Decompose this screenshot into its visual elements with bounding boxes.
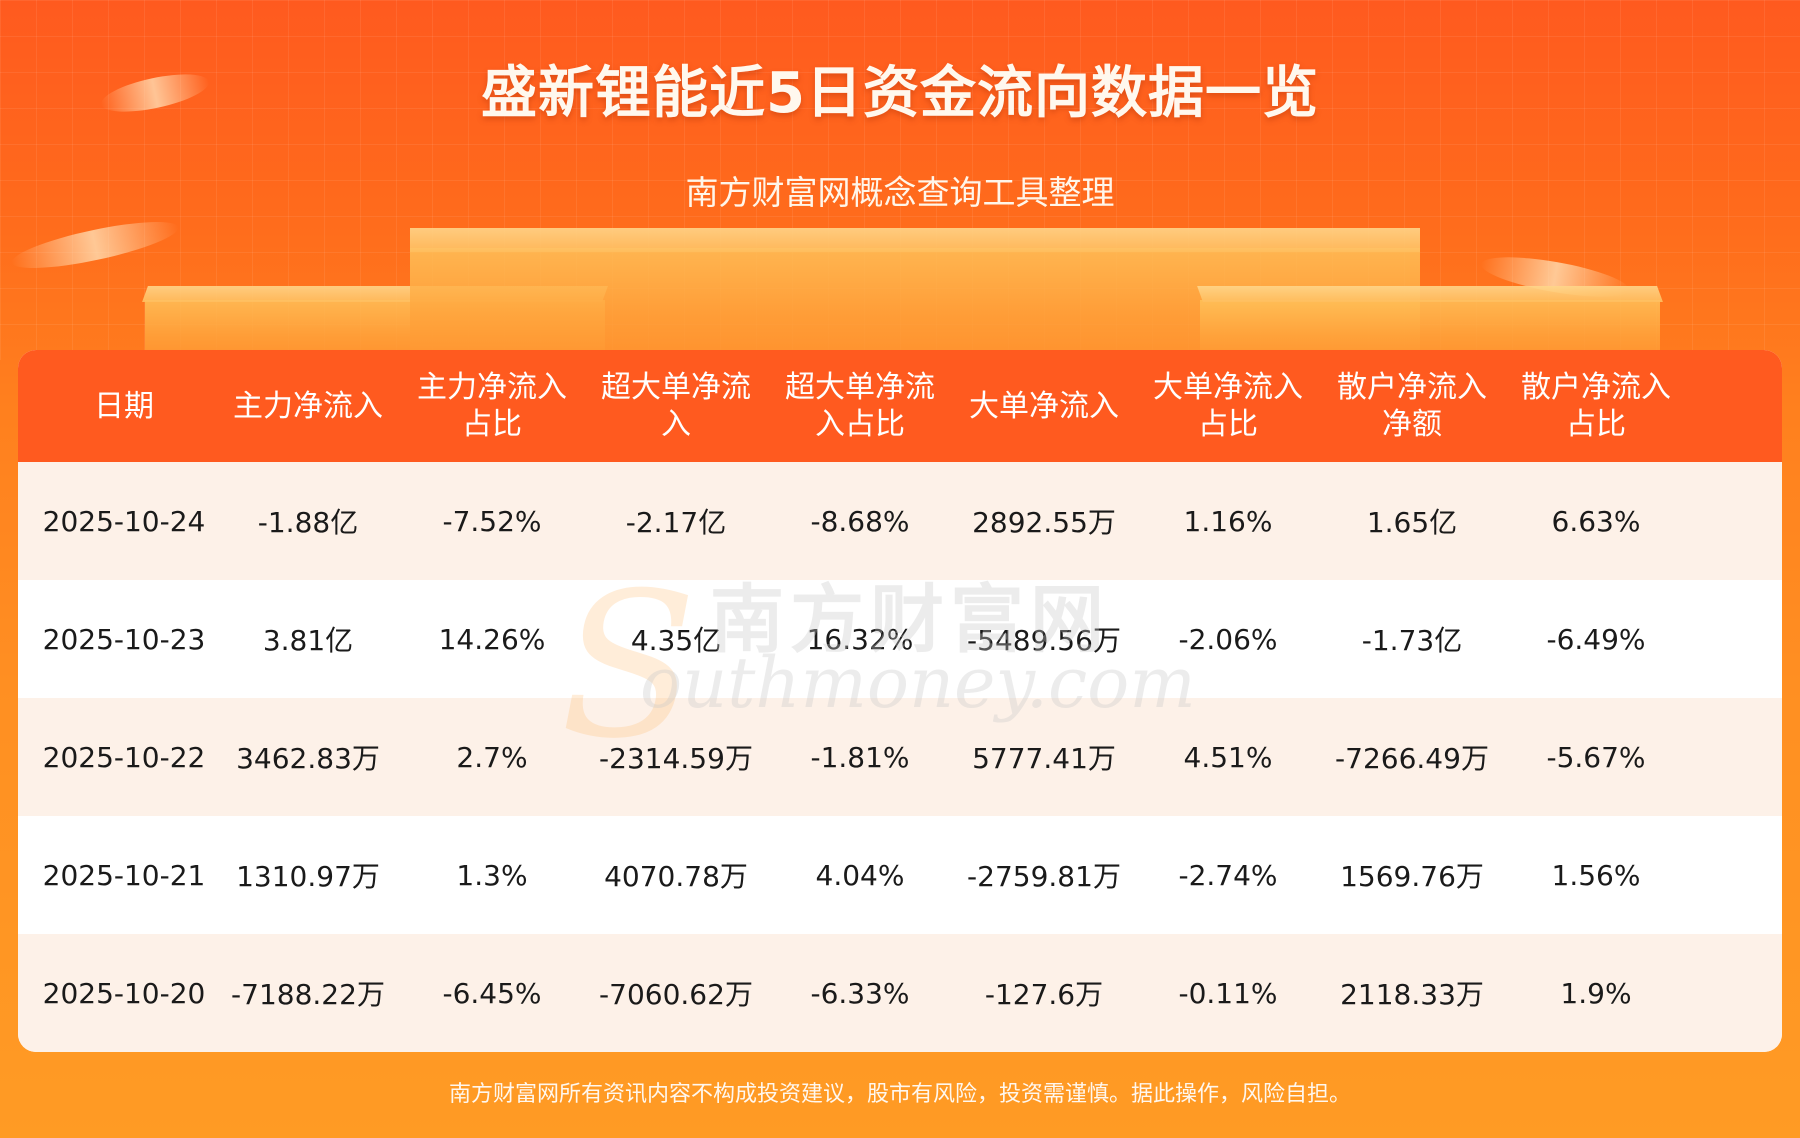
cell-date: 2025-10-23 — [42, 622, 206, 656]
col-header-retail-net-inflow: 散户净流入净额 — [1337, 370, 1487, 442]
table-row: 2025-10-24 -1.88亿 -7.52% -2.17亿 -8.68% 2… — [18, 462, 1782, 580]
cell-large-order-net-inflow-ratio: -2.06% — [1178, 622, 1278, 656]
page-subtitle: 南方财富网概念查询工具整理 — [685, 173, 1115, 212]
cell-xl-order-net-inflow-ratio: 16.32% — [806, 622, 914, 656]
cell-retail-net-inflow-ratio: 6.63% — [1551, 504, 1641, 538]
cell-retail-net-inflow-ratio: 1.56% — [1551, 858, 1641, 892]
table-row: 2025-10-23 3.81亿 14.26% 4.35亿 16.32% -54… — [18, 580, 1782, 698]
cell-main-net-inflow: -1.88亿 — [257, 506, 359, 539]
footer-disclaimer: 南方财富网所有资讯内容不构成投资建议，股市有风险，投资需谨慎。据此操作，风险自担… — [448, 1082, 1351, 1107]
col-header-large-order-net-inflow: 大单净流入 — [969, 388, 1119, 424]
cell-retail-net-inflow: -1.73亿 — [1361, 624, 1463, 657]
cell-large-order-net-inflow-ratio: 4.51% — [1183, 740, 1273, 774]
page-title: 盛新锂能近5日资金流向数据一览 — [481, 61, 1319, 126]
cell-xl-order-net-inflow: -7060.62万 — [599, 978, 753, 1011]
table-row: 2025-10-21 1310.97万 1.3% 4070.78万 4.04% … — [18, 816, 1782, 934]
col-header-xl-order-net-inflow-ratio: 超大单净流入占比 — [785, 370, 935, 442]
table-row: 2025-10-20 -7188.22万 -6.45% -7060.62万 -6… — [18, 934, 1782, 1052]
cell-large-order-net-inflow: -127.6万 — [984, 978, 1104, 1011]
cell-xl-order-net-inflow: -2314.59万 — [599, 742, 753, 775]
col-header-main-net-inflow-ratio: 主力净流入占比 — [417, 370, 567, 442]
cell-main-net-inflow: 3.81亿 — [262, 624, 354, 657]
cell-large-order-net-inflow: 5777.41万 — [972, 742, 1116, 775]
cell-large-order-net-inflow: -5489.56万 — [967, 624, 1121, 657]
cell-date: 2025-10-20 — [42, 976, 206, 1010]
decor-podium-center-top — [410, 228, 1420, 252]
cell-large-order-net-inflow: 2892.55万 — [972, 506, 1116, 539]
cell-date: 2025-10-21 — [42, 858, 206, 892]
cell-main-net-inflow: 3462.83万 — [236, 742, 380, 775]
col-header-date: 日期 — [94, 388, 154, 424]
cell-main-net-inflow: 1310.97万 — [236, 860, 380, 893]
cell-retail-net-inflow-ratio: -6.49% — [1546, 622, 1646, 656]
table-header: 日期 主力净流入 主力净流入占比 超大单净流入 超大单净流入占比 大单净流入 大… — [18, 350, 1782, 462]
cell-retail-net-inflow: 1.65亿 — [1366, 506, 1458, 539]
fund-flow-table: 日期 主力净流入 主力净流入占比 超大单净流入 超大单净流入占比 大单净流入 大… — [18, 350, 1782, 1052]
cell-xl-order-net-inflow: 4.35亿 — [630, 624, 722, 657]
cell-large-order-net-inflow-ratio: -2.74% — [1178, 858, 1278, 892]
cell-xl-order-net-inflow-ratio: 4.04% — [815, 858, 905, 892]
cell-retail-net-inflow-ratio: -5.67% — [1546, 740, 1646, 774]
cell-main-net-inflow-ratio: 14.26% — [438, 622, 546, 656]
cell-large-order-net-inflow-ratio: 1.16% — [1183, 504, 1273, 538]
cell-retail-net-inflow: 1569.76万 — [1340, 860, 1484, 893]
cell-large-order-net-inflow-ratio: -0.11% — [1178, 976, 1278, 1010]
col-header-large-order-net-inflow-ratio: 大单净流入占比 — [1153, 370, 1303, 442]
cell-xl-order-net-inflow-ratio: -8.68% — [810, 504, 910, 538]
cell-main-net-inflow-ratio: 2.7% — [456, 740, 528, 774]
cell-main-net-inflow: -7188.22万 — [231, 978, 385, 1011]
cell-xl-order-net-inflow: 4070.78万 — [604, 860, 748, 893]
decor-streak-left — [8, 212, 182, 278]
cell-main-net-inflow-ratio: -7.52% — [442, 504, 542, 538]
cell-retail-net-inflow-ratio: 1.9% — [1560, 976, 1632, 1010]
cell-main-net-inflow-ratio: 1.3% — [456, 858, 528, 892]
table-row: 2025-10-22 3462.83万 2.7% -2314.59万 -1.81… — [18, 698, 1782, 816]
col-header-retail-net-inflow-ratio: 散户净流入占比 — [1521, 370, 1671, 442]
decor-podium-right-top — [1197, 286, 1663, 302]
cell-date: 2025-10-24 — [42, 504, 206, 538]
cell-date: 2025-10-22 — [42, 740, 206, 774]
cell-xl-order-net-inflow: -2.17亿 — [625, 506, 727, 539]
col-header-xl-order-net-inflow: 超大单净流入 — [601, 370, 751, 442]
cell-large-order-net-inflow: -2759.81万 — [967, 860, 1121, 893]
cell-retail-net-inflow: -7266.49万 — [1335, 742, 1489, 775]
cell-main-net-inflow-ratio: -6.45% — [442, 976, 542, 1010]
cell-xl-order-net-inflow-ratio: -6.33% — [810, 976, 910, 1010]
cell-xl-order-net-inflow-ratio: -1.81% — [810, 740, 910, 774]
col-header-main-net-inflow: 主力净流入 — [233, 388, 383, 424]
cell-retail-net-inflow: 2118.33万 — [1340, 978, 1484, 1011]
